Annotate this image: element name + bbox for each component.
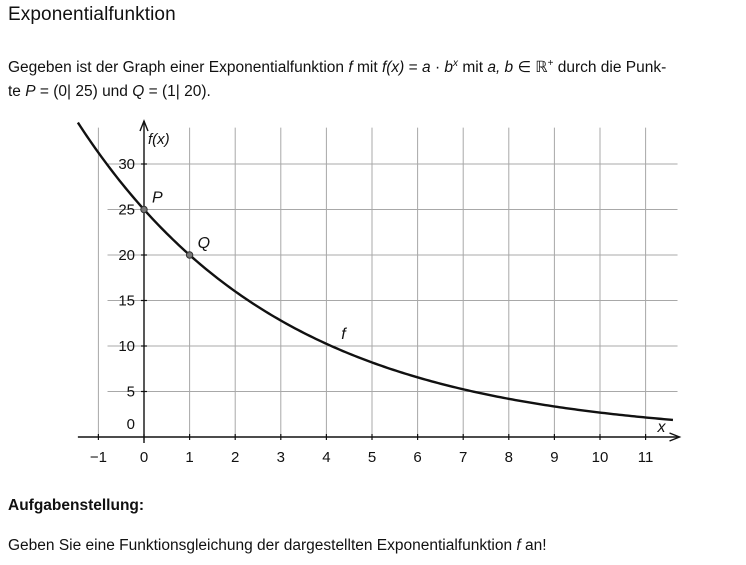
x-tick-label: 8 <box>505 449 513 466</box>
x-tick-label: 11 <box>638 449 654 466</box>
y-tick-label: 30 <box>118 156 135 173</box>
page-title: Exponentialfunktion <box>8 4 176 25</box>
points <box>140 205 194 259</box>
function-curve <box>76 121 674 422</box>
x-axis-arrow <box>669 432 682 442</box>
x-tick-label: 9 <box>550 449 558 466</box>
x-tick-label: 10 <box>592 449 609 466</box>
x-axis-label: x <box>657 419 667 436</box>
x-tick-label: 4 <box>322 449 330 466</box>
y-axis-label: f(x) <box>148 131 170 148</box>
x-tick-label: 3 <box>277 449 285 466</box>
x-tick-label: 2 <box>231 449 239 466</box>
task-heading: Aufgabenstellung: <box>8 497 145 514</box>
grid <box>97 127 678 437</box>
point-q <box>185 251 194 259</box>
problem-statement: Gegeben ist der Graph einer Exponentialf… <box>8 58 667 101</box>
y-tick-label: 15 <box>118 293 135 310</box>
curve-label: f <box>341 326 347 343</box>
labels: P Qf(x) x f <box>148 131 667 436</box>
x-tick-label: 1 <box>185 449 193 466</box>
x-tick-label: −1 <box>90 449 107 466</box>
exponential-graph: −1 0 1 2 3 4 5 6 7 8 9 10 11 5 10 15 20 25 30 0 P Qf(x) x f <box>76 119 682 466</box>
y-tick-label: 20 <box>118 247 135 264</box>
y-axis-arrow <box>139 119 149 132</box>
x-tick-label: 0 <box>140 449 148 466</box>
x-tick-label: 6 <box>413 449 421 466</box>
axes <box>77 119 682 443</box>
point-label-q: Q <box>198 235 210 252</box>
point-label-p: P <box>152 190 163 207</box>
task-text: Geben Sie eine Funktionsgleichung der da… <box>8 537 547 554</box>
origin-label: 0 <box>127 416 135 433</box>
x-tick-label: 7 <box>459 449 467 466</box>
tick-labels: −1 0 1 2 3 4 5 6 7 8 9 10 11 5 10 15 20 25 30 0 <box>90 156 654 466</box>
x-tick-label: 5 <box>368 449 376 466</box>
y-tick-label: 25 <box>118 202 135 219</box>
y-tick-label: 5 <box>127 384 135 401</box>
y-tick-label: 10 <box>118 338 135 355</box>
point-p <box>140 205 148 214</box>
